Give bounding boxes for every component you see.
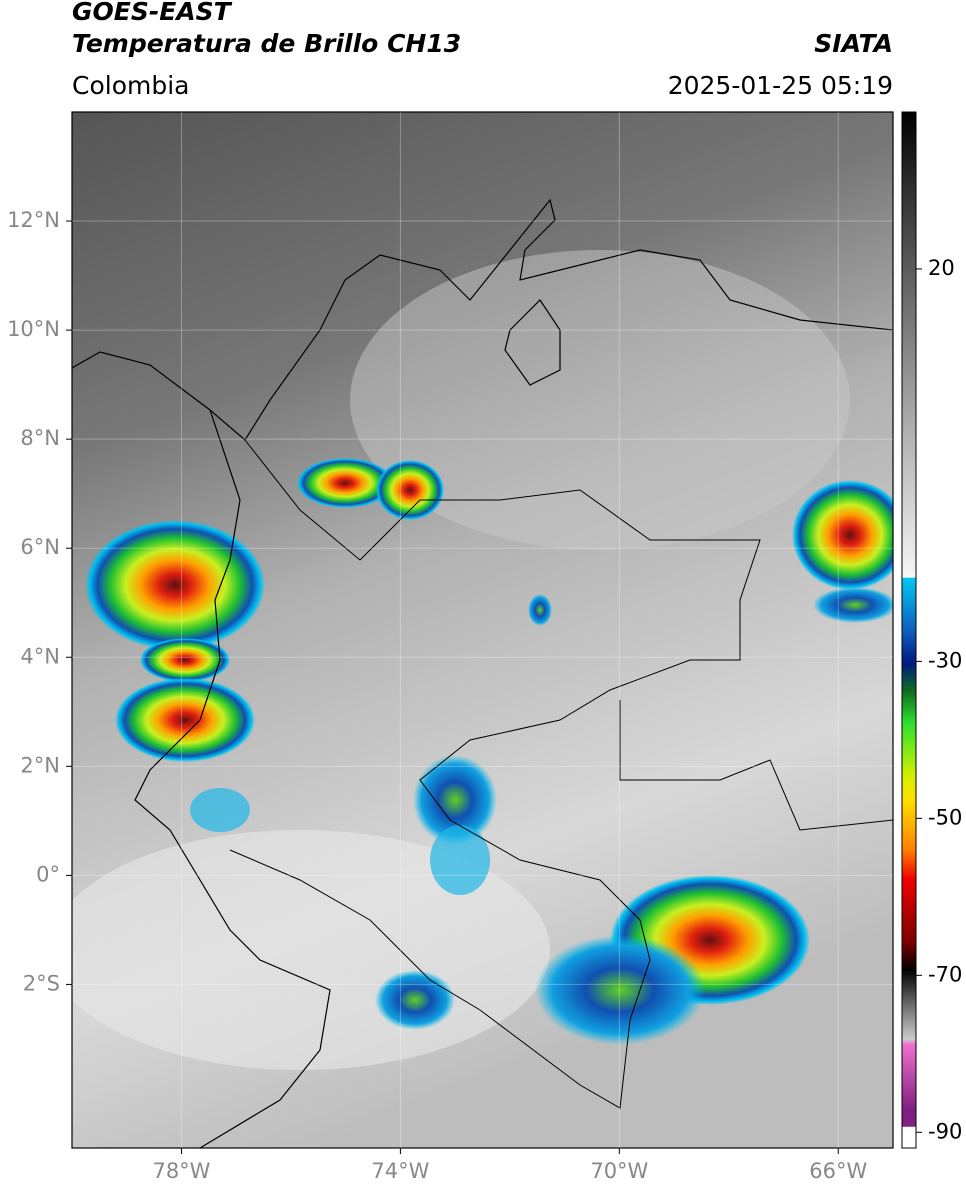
storm xyxy=(375,970,455,1030)
colorbar xyxy=(901,111,917,1149)
colorbar-tick-label: -70 xyxy=(928,962,962,986)
y-tick-label: 10°N xyxy=(7,317,60,341)
y-tick-label: 2°N xyxy=(20,753,60,777)
source: SIATA xyxy=(814,29,893,58)
storm xyxy=(376,460,444,520)
y-tick-label: 6°N xyxy=(20,535,60,559)
map-frame xyxy=(71,111,894,1149)
y-tick-label: 8°N xyxy=(20,426,60,450)
storm xyxy=(528,594,552,626)
storm xyxy=(140,638,230,682)
y-tick-label: 0° xyxy=(36,862,60,886)
map-image xyxy=(72,112,893,1148)
colorbar-tick-label: -90 xyxy=(928,1119,962,1143)
storm xyxy=(190,788,250,832)
storm xyxy=(413,755,497,845)
colorbar-tick-label: 20 xyxy=(928,256,955,280)
coastline xyxy=(134,409,331,1148)
region: Colombia xyxy=(72,71,189,100)
storm xyxy=(115,678,255,762)
coastline xyxy=(72,198,893,441)
x-tick-label: 78°W xyxy=(152,1159,210,1183)
coastline xyxy=(504,299,561,386)
y-tick-label: 4°N xyxy=(20,644,60,668)
storm xyxy=(85,520,265,650)
colorbar-tick-label: -50 xyxy=(928,805,962,829)
timestamp: 2025-01-25 05:19 xyxy=(668,71,893,100)
subtitle: Temperatura de Brillo CH13 xyxy=(72,29,461,58)
storm xyxy=(535,935,705,1045)
colorbar-tick-label: -30 xyxy=(928,648,962,672)
storm xyxy=(297,458,393,508)
x-tick-label: 70°W xyxy=(590,1159,648,1183)
cloud xyxy=(350,250,850,550)
storm xyxy=(813,587,893,623)
storm xyxy=(430,825,490,895)
title: GOES-EAST xyxy=(72,0,233,26)
border xyxy=(229,439,893,1109)
y-tick-label: 2°S xyxy=(23,971,60,995)
x-tick-label: 74°W xyxy=(371,1159,429,1183)
x-tick-label: 66°W xyxy=(809,1159,867,1183)
y-tick-label: 12°N xyxy=(7,208,60,232)
storm xyxy=(792,480,893,590)
